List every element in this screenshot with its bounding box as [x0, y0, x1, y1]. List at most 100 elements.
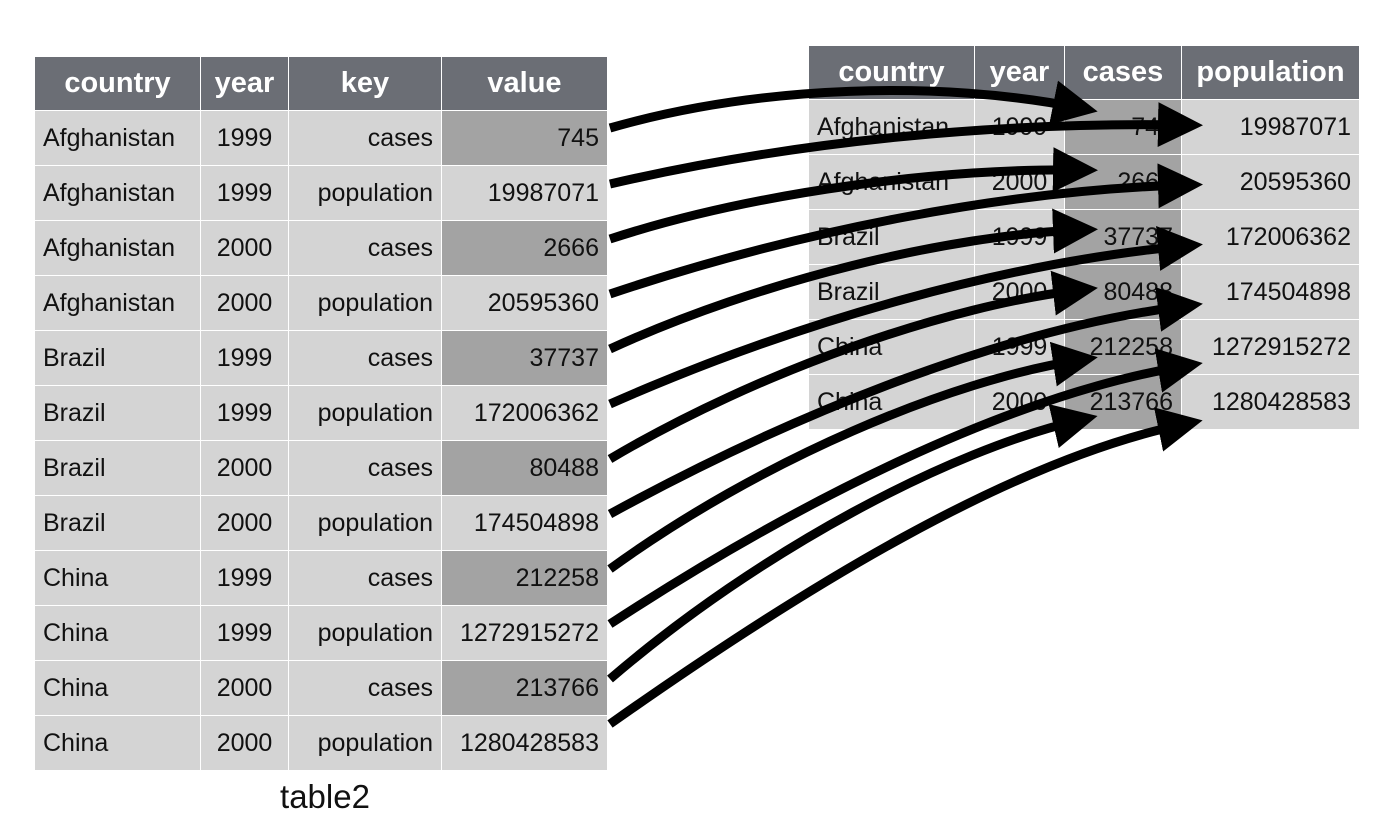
table2: country year key value Afghanistan 1999 ca… — [34, 56, 608, 771]
key-cell: population — [288, 275, 442, 331]
key-cell: cases — [288, 440, 442, 496]
key-cell: cases — [288, 220, 442, 276]
year-cell: 1999 — [974, 319, 1065, 375]
header-year: year — [200, 56, 289, 111]
year-cell: 1999 — [200, 605, 289, 661]
year-cell: 2000 — [200, 220, 289, 276]
table-row: Brazil 2000 cases 80488 — [34, 440, 608, 496]
table-row: China 2000 population 1280428583 — [34, 715, 608, 771]
country-cell: Brazil — [34, 330, 201, 386]
country-cell: Brazil — [34, 495, 201, 551]
year-cell: 1999 — [200, 385, 289, 441]
value-cell: 745 — [441, 110, 608, 166]
table-row: China 1999 population 1272915272 — [34, 605, 608, 661]
value-cell: 212258 — [441, 550, 608, 606]
table-row: China 2000 cases 213766 — [34, 660, 608, 716]
header-row: country year key value — [34, 56, 608, 111]
year-cell: 1999 — [974, 99, 1065, 155]
year-cell: 2000 — [200, 440, 289, 496]
header-population: population — [1181, 45, 1360, 100]
table-row: Brazil 2000 population 174504898 — [34, 495, 608, 551]
cases-cell: 80488 — [1064, 264, 1182, 320]
country-cell: Afghanistan — [34, 165, 201, 221]
country-cell: China — [34, 715, 201, 771]
year-cell: 2000 — [974, 264, 1065, 320]
cases-cell: 37737 — [1064, 209, 1182, 265]
country-cell: China — [808, 319, 975, 375]
value-cell: 19987071 — [441, 165, 608, 221]
year-cell: 2000 — [974, 374, 1065, 430]
population-cell: 20595360 — [1181, 154, 1360, 210]
table-row: Afghanistan 1999 cases 745 — [34, 110, 608, 166]
key-cell: population — [288, 385, 442, 441]
year-cell: 2000 — [974, 154, 1065, 210]
table-row: Afghanistan 2000 population 20595360 — [34, 275, 608, 331]
country-cell: Brazil — [34, 440, 201, 496]
key-cell: cases — [288, 330, 442, 386]
arrow-chn-2000-cases — [607, 404, 1098, 683]
country-cell: China — [34, 550, 201, 606]
table-caption: table2 — [280, 778, 370, 815]
country-cell: Afghanistan — [34, 220, 201, 276]
cases-cell: 212258 — [1064, 319, 1182, 375]
country-cell: Afghanistan — [808, 154, 975, 210]
year-cell: 1999 — [974, 209, 1065, 265]
population-cell: 174504898 — [1181, 264, 1360, 320]
cases-cell: 2666 — [1064, 154, 1182, 210]
value-cell: 20595360 — [441, 275, 608, 331]
table-row: China 1999 cases 212258 — [34, 550, 608, 606]
key-cell: population — [288, 495, 442, 551]
table-row: Afghanistan 2000 2666 20595360 — [808, 154, 1360, 210]
key-cell: population — [288, 715, 442, 771]
population-cell: 1272915272 — [1181, 319, 1360, 375]
country-cell: Afghanistan — [808, 99, 975, 155]
key-cell: cases — [288, 550, 442, 606]
table-row: Afghanistan 1999 population 19987071 — [34, 165, 608, 221]
header-country: country — [34, 56, 201, 111]
table-row: Brazil 1999 population 172006362 — [34, 385, 608, 441]
key-cell: population — [288, 605, 442, 661]
value-cell: 37737 — [441, 330, 608, 386]
header-row: country year cases population — [808, 45, 1360, 100]
table-row: Brazil 2000 80488 174504898 — [808, 264, 1360, 320]
value-cell: 1280428583 — [441, 715, 608, 771]
cases-cell: 213766 — [1064, 374, 1182, 430]
year-cell: 1999 — [200, 110, 289, 166]
value-cell: 80488 — [441, 440, 608, 496]
tidy-table: country year cases population Afghanista… — [808, 45, 1360, 430]
header-cases: cases — [1064, 45, 1182, 100]
year-cell: 2000 — [200, 495, 289, 551]
table-row: Afghanistan 2000 cases 2666 — [34, 220, 608, 276]
year-cell: 2000 — [200, 715, 289, 771]
value-cell: 2666 — [441, 220, 608, 276]
country-cell: Brazil — [808, 209, 975, 265]
header-year: year — [974, 45, 1065, 100]
key-cell: cases — [288, 660, 442, 716]
value-cell: 172006362 — [441, 385, 608, 441]
year-cell: 1999 — [200, 330, 289, 386]
arrow-chn-2000-population — [607, 407, 1203, 728]
country-cell: Brazil — [34, 385, 201, 441]
table-row: Brazil 1999 37737 172006362 — [808, 209, 1360, 265]
table-row: China 1999 212258 1272915272 — [808, 319, 1360, 375]
country-cell: China — [808, 374, 975, 430]
value-cell: 174504898 — [441, 495, 608, 551]
population-cell: 172006362 — [1181, 209, 1360, 265]
key-cell: population — [288, 165, 442, 221]
key-cell: cases — [288, 110, 442, 166]
year-cell: 1999 — [200, 165, 289, 221]
header-country: country — [808, 45, 975, 100]
value-cell: 213766 — [441, 660, 608, 716]
country-cell: Afghanistan — [34, 275, 201, 331]
table-row: Afghanistan 1999 745 19987071 — [808, 99, 1360, 155]
country-cell: Brazil — [808, 264, 975, 320]
table-row: China 2000 213766 1280428583 — [808, 374, 1360, 430]
country-cell: China — [34, 605, 201, 661]
value-cell: 1272915272 — [441, 605, 608, 661]
year-cell: 1999 — [200, 550, 289, 606]
population-cell: 19987071 — [1181, 99, 1360, 155]
year-cell: 2000 — [200, 275, 289, 331]
header-value: value — [441, 56, 608, 111]
year-cell: 2000 — [200, 660, 289, 716]
country-cell: Afghanistan — [34, 110, 201, 166]
